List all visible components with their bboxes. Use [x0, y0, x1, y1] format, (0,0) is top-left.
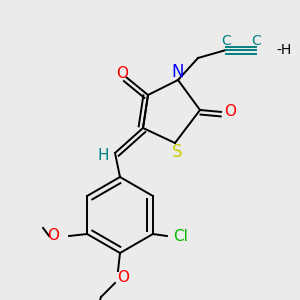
Text: Cl: Cl	[173, 229, 188, 244]
Text: S: S	[172, 143, 182, 161]
Text: O: O	[224, 104, 236, 119]
Text: O: O	[47, 229, 59, 244]
Text: O: O	[116, 65, 128, 80]
Text: H: H	[97, 148, 109, 163]
Text: C: C	[221, 34, 231, 48]
Text: N: N	[172, 63, 184, 81]
Text: C: C	[251, 34, 261, 48]
Text: -H: -H	[276, 43, 291, 57]
Text: O: O	[117, 269, 129, 284]
